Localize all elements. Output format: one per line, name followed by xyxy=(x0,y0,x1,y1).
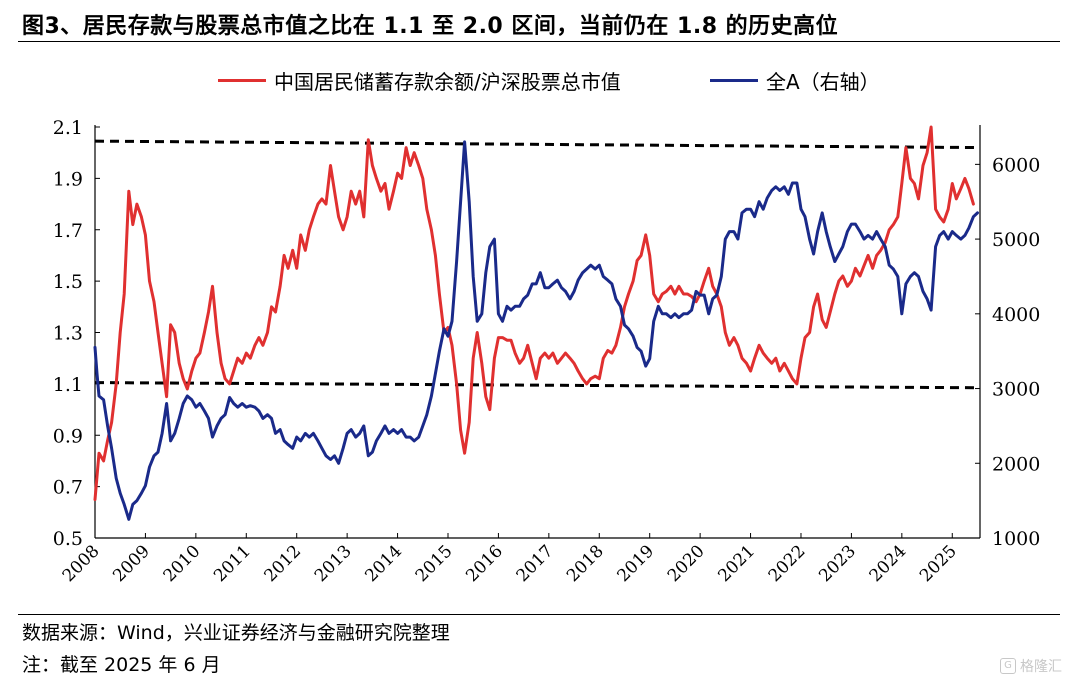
x-tick-label: 2013 xyxy=(311,541,356,586)
x-tick-label: 2018 xyxy=(563,541,608,586)
chart-legend: 中国居民储蓄存款余额/沪深股票总市值 全A（右轴） xyxy=(0,66,1080,96)
right-y-tick-label: 1000 xyxy=(992,528,1040,550)
series-line-deposit-ratio xyxy=(93,125,975,501)
lower-reference-line xyxy=(94,381,975,390)
data-source: 数据来源：Wind，兴业证券经济与金融研究院整理 xyxy=(22,622,450,644)
series-line-all-a xyxy=(93,140,979,521)
x-tick-label: 2011 xyxy=(210,541,255,586)
x-tick-label: 2015 xyxy=(412,541,457,586)
x-tick-label: 2009 xyxy=(109,541,154,586)
right-y-tick-label: 5000 xyxy=(992,229,1040,251)
x-tick-label: 2025 xyxy=(916,541,961,586)
footnote: 注：截至 2025 年 6 月 xyxy=(22,654,221,676)
left-y-tick-label: 2.1 xyxy=(53,117,83,139)
x-tick-label: 2022 xyxy=(765,541,810,586)
left-y-tick-label: 0.7 xyxy=(53,477,83,499)
right-y-tick-label: 6000 xyxy=(992,154,1040,176)
legend-item-all-a: 全A（右轴） xyxy=(710,66,880,95)
watermark-text: 格隆汇 xyxy=(1020,659,1062,675)
left-y-tick-label: 1.1 xyxy=(53,374,83,396)
left-y-tick-label: 1.3 xyxy=(53,323,83,345)
x-tick-label: 2014 xyxy=(361,541,406,586)
x-tick-label: 2016 xyxy=(462,541,507,586)
title-rule xyxy=(18,41,1060,42)
upper-reference-line xyxy=(94,139,975,150)
left-y-tick-label: 0.5 xyxy=(53,528,83,550)
left-y-tick-label: 1.5 xyxy=(53,271,83,293)
x-tick-label: 2023 xyxy=(815,541,860,586)
legend-swatch-deposit-ratio xyxy=(218,79,266,82)
figure-title: 图3、居民存款与股票总市值之比在 1.1 至 2.0 区间，当前仍在 1.8 的… xyxy=(22,14,839,39)
x-tick-label: 2024 xyxy=(866,541,911,586)
x-tick-label: 2019 xyxy=(614,541,659,586)
legend-label-all-a: 全A（右轴） xyxy=(766,70,880,94)
gelonghui-logo-icon: G xyxy=(1000,658,1016,674)
x-tick-label: 2021 xyxy=(714,541,759,586)
left-y-tick-label: 0.9 xyxy=(53,425,83,447)
x-tick-label: 2010 xyxy=(160,541,205,586)
right-y-tick-label: 2000 xyxy=(992,453,1040,475)
left-y-tick-label: 1.7 xyxy=(53,220,83,242)
line-chart: 0.5 0.7 0.9 1.1 1.3 1.5 1.7 1.9 2.1 1000 2000 3000 4… xyxy=(53,117,1041,586)
footer-rule xyxy=(18,614,1060,615)
x-tick-label: 2017 xyxy=(513,541,558,586)
legend-label-deposit-ratio: 中国居民储蓄存款余额/沪深股票总市值 xyxy=(274,70,621,94)
right-y-tick-label: 3000 xyxy=(992,379,1040,401)
x-tick-label: 2012 xyxy=(261,541,306,586)
left-y-tick-label: 1.9 xyxy=(53,168,83,190)
right-y-tick-label: 4000 xyxy=(992,304,1040,326)
legend-swatch-all-a xyxy=(710,79,758,82)
watermark: G 格隆汇 xyxy=(1000,656,1062,676)
x-tick-label: 2020 xyxy=(664,541,709,586)
legend-item-deposit-ratio: 中国居民储蓄存款余额/沪深股票总市值 xyxy=(218,66,621,95)
